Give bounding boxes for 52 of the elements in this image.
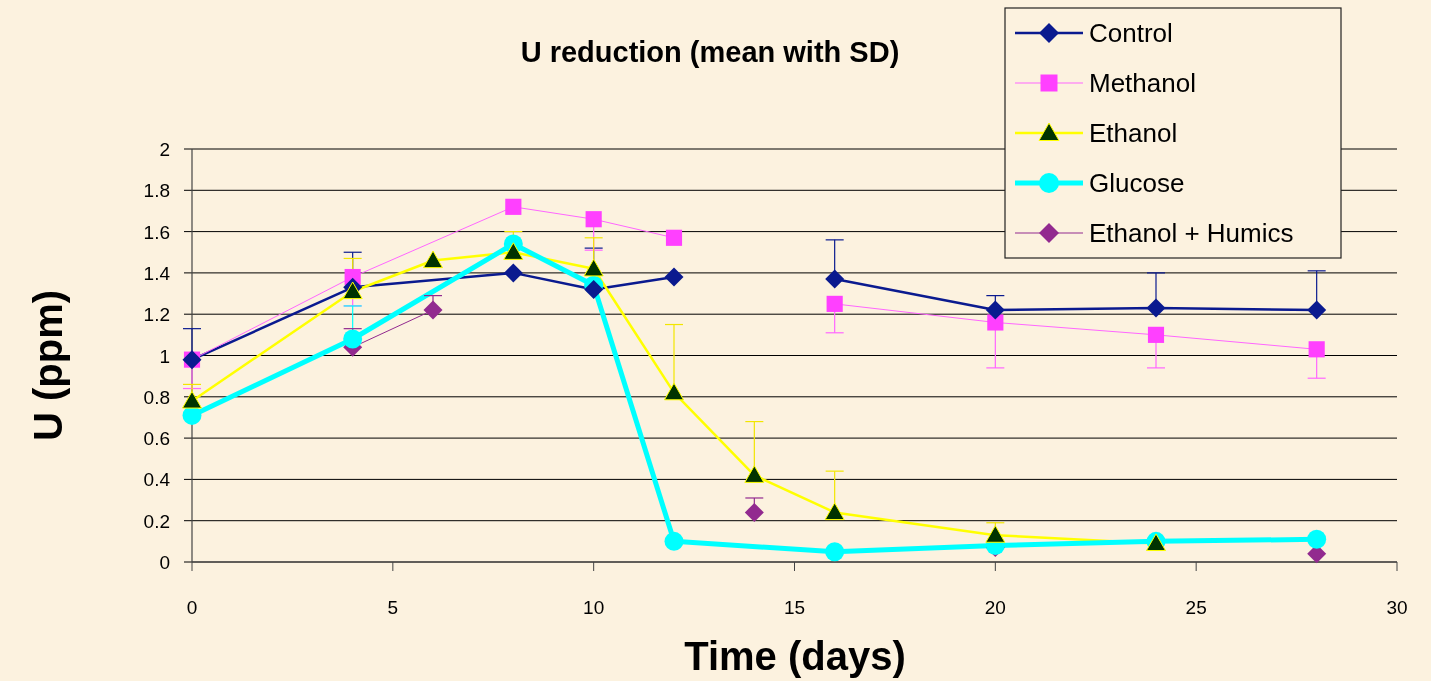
point [583,258,604,277]
chart-title: U reduction (mean with SD) [520,36,900,68]
point [585,211,602,228]
x-tick-label: 25 [1185,597,1207,618]
point [423,250,443,269]
x-tick-label: 0 [186,597,198,618]
x-tick-label: 5 [387,597,399,618]
point [985,525,1006,543]
legend-label: Ethanol + Humics [1089,218,1294,248]
point [505,198,522,215]
y-tick-label: 1.4 [143,262,171,284]
point [342,281,363,300]
point [985,300,1005,320]
point [744,465,765,483]
point [1307,529,1327,549]
point [503,263,523,283]
point [1146,298,1166,318]
point [665,229,683,246]
y-tick-label: 2 [159,139,170,160]
point [664,531,684,551]
y-tick-label: 1 [159,345,170,367]
legend-label: Methanol [1089,68,1196,98]
y-tick-label: 1.8 [143,180,170,202]
y-tick-label: 1.6 [143,221,170,243]
x-tick-label: 20 [984,597,1006,618]
y-tick-label: 0.8 [143,386,170,408]
legend-label: Control [1089,18,1173,48]
point [1307,300,1327,320]
point [825,269,845,289]
y-tick-label: 0.4 [143,469,171,491]
y-tick-label: 0 [159,552,170,573]
point [825,542,845,562]
legend-label: Glucose [1089,168,1185,198]
y-tick-label: 0.6 [143,428,170,450]
y-tick-label: 0.2 [143,510,170,532]
point [744,502,764,522]
x-tick-label: 15 [783,597,806,618]
point [503,242,524,260]
point [1147,326,1165,343]
point [664,382,684,401]
point [826,295,843,312]
point [1308,341,1325,358]
point [423,300,443,320]
legend-label: Ethanol [1089,118,1178,148]
y-axis-title: U (ppm) [26,289,70,442]
x-tick-label: 10 [583,597,605,618]
point [824,502,845,521]
x-tick-label: 30 [1386,597,1408,618]
y-tick-label: 1.2 [143,304,170,326]
x-axis-title: Time (days) [684,634,906,678]
point [182,390,202,409]
point [664,267,684,287]
